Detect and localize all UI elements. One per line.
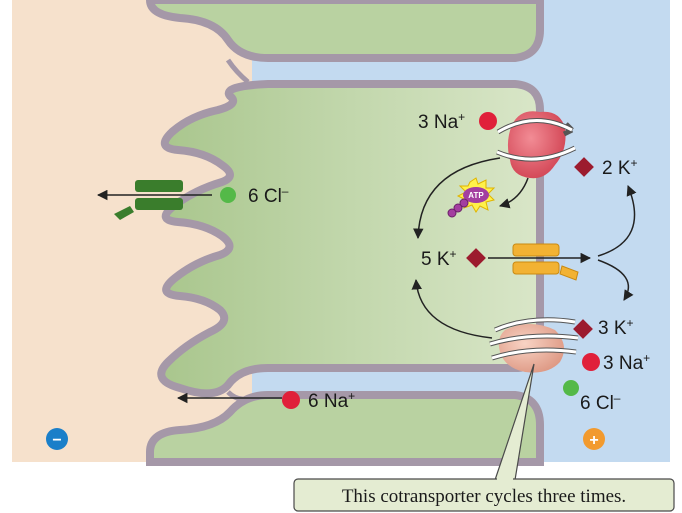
na-cotransporter-label: 3 Na+	[603, 351, 650, 374]
potassium-ion-cotransporter	[573, 319, 593, 339]
atp-burst: ATP	[447, 177, 496, 218]
svg-text:−: −	[52, 432, 61, 449]
callout-pointer	[494, 363, 535, 481]
epithelial-cell	[157, 80, 544, 398]
atp-hydrolysis-arrow	[498, 177, 529, 209]
k-cotransporter-label: 3 K+	[598, 316, 634, 339]
chloride-channel	[114, 180, 183, 220]
neighbor-cell-top	[145, 0, 544, 62]
negative-charge-indicator: −	[46, 428, 68, 450]
tight-junction-top	[225, 58, 250, 84]
potassium-ion-cell	[466, 248, 486, 268]
neighbor-cell-bottom	[146, 391, 544, 466]
k-uptake-arrow-from-pump	[413, 157, 501, 240]
na-pump-label: 3 Na+	[418, 110, 465, 133]
callout-box	[293, 478, 675, 512]
k-uptake-arrow-from-cotransporter	[411, 278, 493, 339]
na-k-pump	[496, 111, 577, 179]
na-paracellular-label: 6 Na+	[308, 389, 355, 412]
potassium-channel	[512, 243, 579, 281]
sodium-ion-paracellular	[282, 391, 300, 409]
k-cell-label: 5 K+	[421, 247, 457, 270]
k-recycle-arrow-to-cotransporter	[597, 259, 634, 301]
callout-text: This cotransporter cycles three times.	[342, 486, 626, 507]
cl-channel-label: 6 Cl–	[248, 184, 289, 207]
k-recycle-arrow-to-pump	[597, 185, 637, 257]
cl-cotransporter-label: 6 Cl–	[580, 391, 621, 414]
k-pump-label: 2 K+	[602, 156, 638, 179]
positive-charge-indicator: +	[583, 428, 605, 450]
nkcc-cotransporter	[489, 317, 579, 373]
chloride-ion-cotransporter	[563, 380, 579, 396]
atp-label: ATP	[468, 191, 484, 200]
chloride-ion-basolateral	[220, 187, 236, 203]
svg-text:+: +	[589, 432, 598, 449]
sodium-ion-pump	[479, 112, 497, 130]
sodium-ion-cotransporter	[582, 353, 600, 371]
